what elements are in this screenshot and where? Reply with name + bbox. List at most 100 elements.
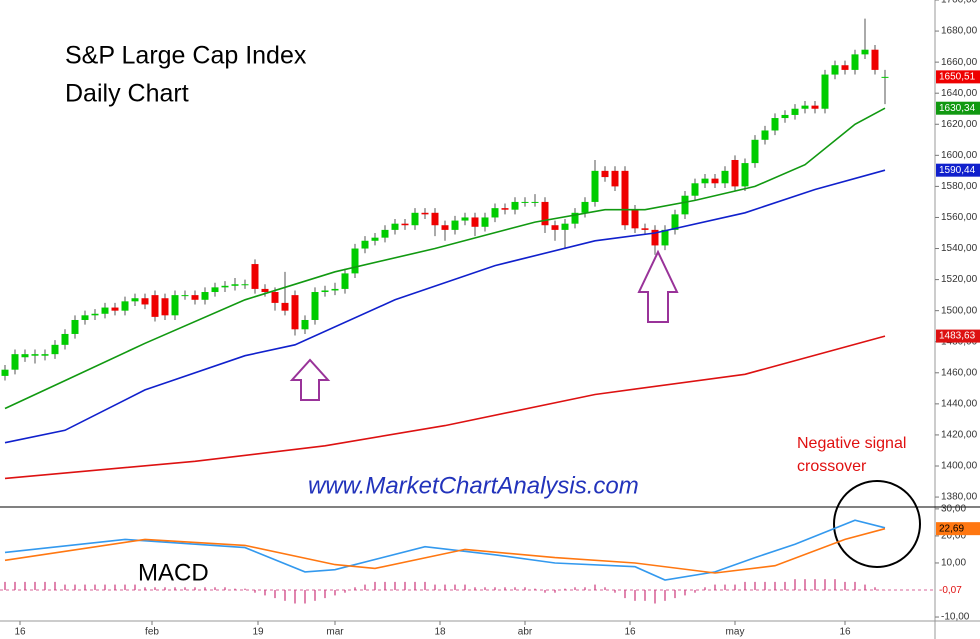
candle-body — [421, 212, 429, 215]
candle-body — [821, 74, 829, 109]
candle-body — [771, 118, 779, 131]
candle-body — [411, 212, 419, 226]
candle-body — [731, 159, 739, 187]
candle-body — [611, 170, 619, 187]
candle-body — [601, 170, 609, 178]
candle-body — [341, 273, 349, 289]
chart-title: S&P Large Cap Index — [65, 42, 307, 70]
x-tick-label: mar — [326, 627, 344, 638]
candle-body — [811, 105, 819, 109]
candle-body — [661, 229, 669, 246]
y-tick-label: 1580,00 — [941, 181, 978, 192]
value-tag — [936, 522, 980, 536]
candle-body — [81, 315, 89, 320]
candle-body — [91, 313, 99, 316]
y-tick-label: 1600,00 — [941, 150, 978, 161]
y-tick-label: 1540,00 — [941, 243, 978, 254]
candle-body — [711, 178, 719, 184]
candle-body — [311, 292, 319, 320]
x-tick-label: 16 — [624, 627, 636, 638]
candle-body — [801, 105, 809, 109]
arrow — [289, 358, 331, 401]
candle-body — [141, 298, 149, 305]
y-tick-label: 1560,00 — [941, 212, 978, 223]
y-tick-label: 1380,00 — [941, 492, 978, 503]
candle-body — [31, 354, 39, 356]
highlight-circle — [833, 480, 921, 568]
candle-body — [831, 65, 839, 75]
y-tick-label: 1640,00 — [941, 88, 978, 99]
candle-body — [851, 54, 859, 70]
line — [4, 335, 886, 480]
candle-body — [881, 76, 889, 78]
candle-body — [871, 49, 879, 70]
candle-body — [51, 344, 59, 355]
candle-body — [681, 195, 689, 215]
candle-body — [171, 295, 179, 316]
candle-body — [401, 223, 409, 226]
y-tick-label: 1500,00 — [941, 305, 978, 316]
candle-body — [201, 292, 209, 300]
candle-body — [261, 288, 269, 293]
candle-body — [861, 49, 869, 55]
candle-body — [441, 225, 449, 230]
annotation: Negative signal — [797, 435, 906, 452]
candle-body — [331, 288, 339, 291]
y-tick-label: 1660,00 — [941, 57, 978, 68]
x-tick-label: feb — [145, 627, 159, 638]
candle-body — [621, 170, 629, 226]
y-tick-label: 1620,00 — [941, 119, 978, 130]
candle-body — [581, 201, 589, 213]
line — [4, 107, 886, 410]
x-tick-label: 16 — [14, 627, 26, 638]
candle-body — [651, 229, 659, 246]
candle-body — [631, 209, 639, 229]
candle-body — [591, 170, 599, 202]
value-tag-label: 1650,51 — [939, 72, 976, 83]
candle-body — [501, 208, 509, 210]
line — [4, 169, 886, 444]
y-tick-label: 30,00 — [941, 504, 966, 515]
candle-body — [511, 201, 519, 210]
candle-body — [281, 302, 289, 311]
value-tag-label: 22,69 — [939, 523, 964, 534]
y-tick-label: 1700,00 — [941, 0, 978, 6]
x-tick-label: 18 — [434, 627, 446, 638]
candle-body — [361, 240, 369, 249]
candle-body — [841, 65, 849, 70]
value-tag — [936, 583, 980, 597]
candle-body — [391, 223, 399, 230]
candle-body — [71, 319, 79, 334]
y-tick-label: 10,00 — [941, 558, 966, 569]
candle-body — [11, 354, 19, 370]
value-tag-label: 1590,44 — [939, 165, 976, 176]
candle-body — [521, 201, 529, 203]
candle-body — [781, 114, 789, 119]
candle-body — [251, 264, 259, 289]
candle-body — [461, 217, 469, 221]
candle-body — [701, 178, 709, 184]
y-tick-label: 1680,00 — [941, 26, 978, 37]
x-tick-label: may — [726, 627, 745, 638]
candle-body — [221, 285, 229, 288]
candle-body — [291, 295, 299, 330]
candle-body — [541, 201, 549, 226]
value-tag — [936, 329, 980, 343]
candle-body — [131, 298, 139, 302]
value-tag — [936, 101, 980, 115]
candle-body — [431, 212, 439, 226]
candle-body — [721, 170, 729, 184]
candle-body — [351, 248, 359, 274]
y-tick-label: 1460,00 — [941, 367, 978, 378]
candle-body — [151, 295, 159, 317]
y-tick-label: -10,00 — [941, 612, 970, 623]
candle-body — [641, 228, 649, 230]
candle-body — [211, 287, 219, 293]
x-tick-label: abr — [518, 627, 533, 638]
x-tick-label: 19 — [252, 627, 264, 638]
candle-body — [491, 208, 499, 218]
candle-body — [481, 217, 489, 227]
candle-body — [571, 212, 579, 224]
candle-body — [791, 108, 799, 115]
